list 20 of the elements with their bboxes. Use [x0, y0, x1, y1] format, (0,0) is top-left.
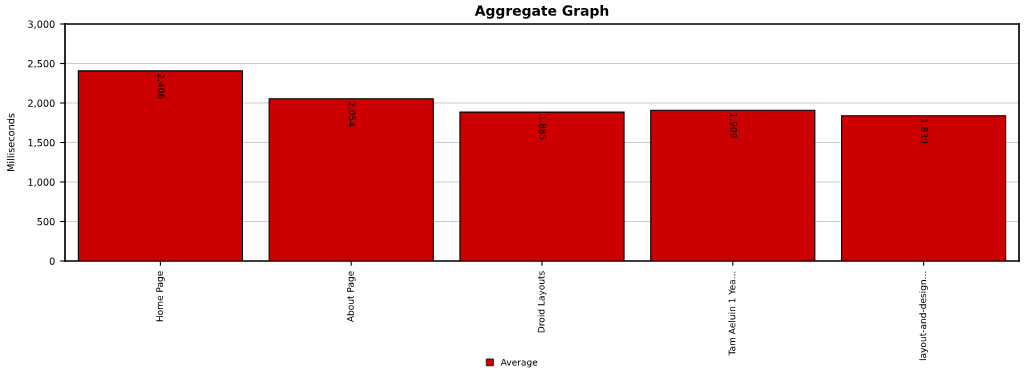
- data-label: 1,885: [538, 115, 547, 140]
- y-tick-label: 1,000: [28, 178, 55, 187]
- y-tick-label: 500: [37, 217, 55, 226]
- data-label: 2,406: [156, 73, 165, 99]
- y-tick-label: 2,500: [28, 59, 55, 69]
- y-tick-label: 1,500: [28, 138, 55, 148]
- legend-label: Average: [500, 358, 538, 368]
- y-axis-title: Milliseconds: [6, 113, 15, 172]
- x-tick-label: Droid Layouts: [537, 271, 547, 333]
- x-tick-label: layout-and-design...: [919, 271, 928, 361]
- data-label: 2,054: [347, 101, 356, 127]
- x-tick-label: About Page: [346, 271, 356, 323]
- y-tick-label: 0: [49, 257, 55, 265]
- data-label: 1,839: [920, 119, 928, 144]
- x-tick-label: Home Page: [156, 271, 165, 322]
- x-tick-label: Tam Aeluin 1 Yea...: [728, 271, 736, 356]
- data-label: 1,909: [729, 113, 738, 138]
- chart-title: Aggregate Graph: [474, 5, 609, 19]
- y-tick-label: 2,000: [28, 99, 55, 108]
- y-tick-label: 3,000: [28, 20, 55, 29]
